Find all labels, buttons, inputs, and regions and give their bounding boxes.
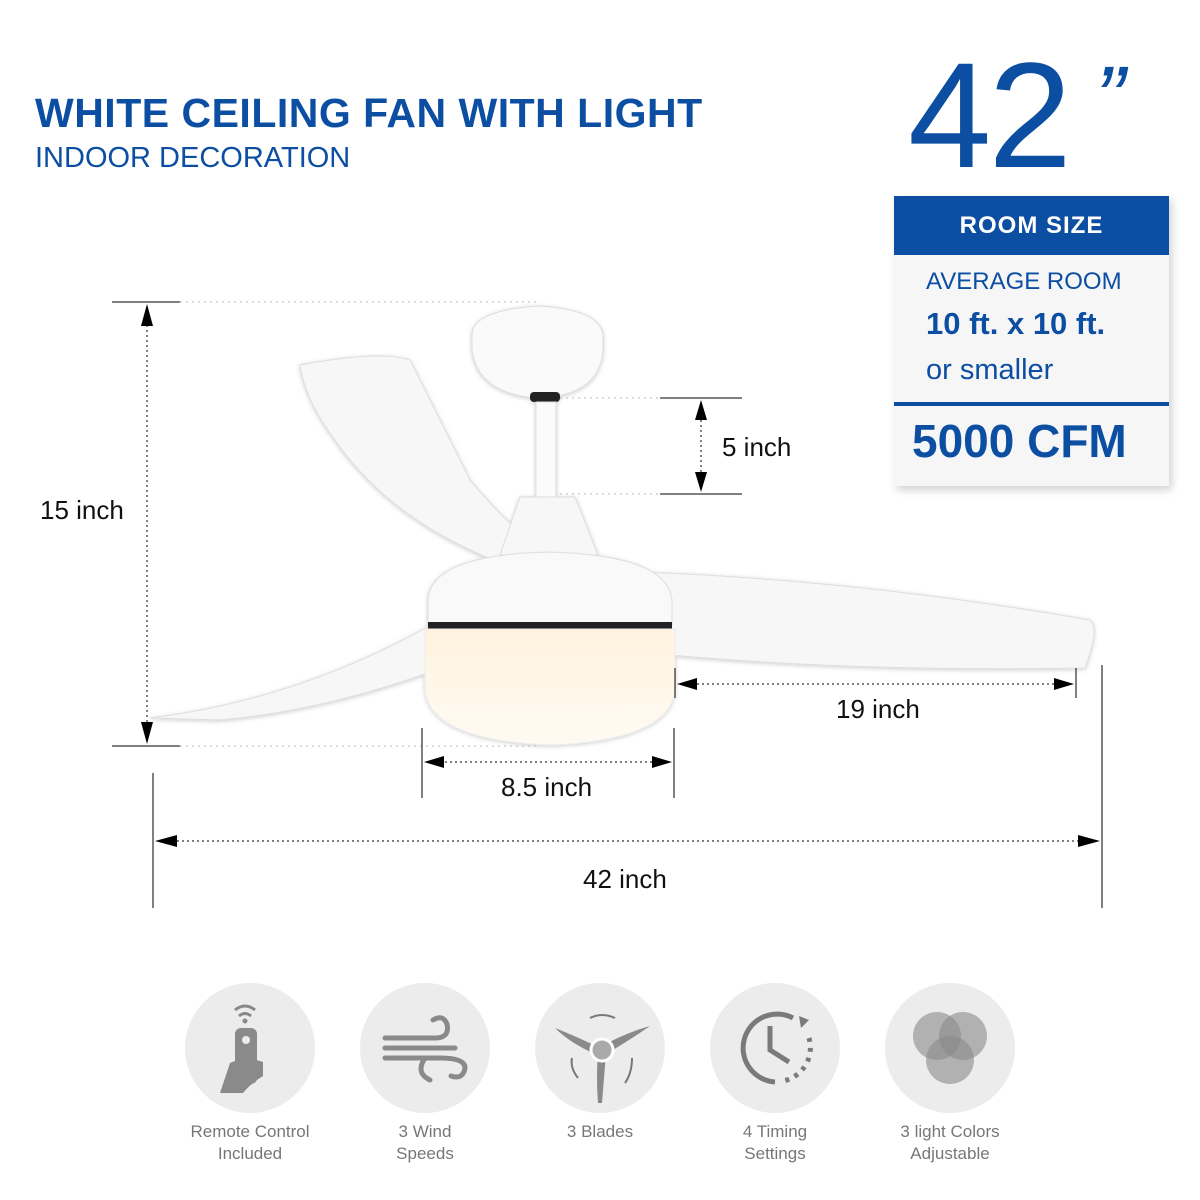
card-divider bbox=[894, 402, 1169, 406]
room-line-3: or smaller bbox=[926, 354, 1054, 386]
blade-length-label: 19 inch bbox=[836, 694, 920, 724]
room-size-heading: ROOM SIZE bbox=[894, 196, 1169, 255]
light-kit bbox=[424, 628, 676, 746]
height-label: 15 inch bbox=[40, 495, 124, 525]
feature-remote: Remote Control Included bbox=[185, 983, 315, 1165]
feature-wind: 3 Wind Speeds bbox=[360, 983, 490, 1165]
page-subtitle: INDOOR DECORATION bbox=[35, 142, 351, 174]
light-diameter-label: 8.5 inch bbox=[501, 772, 593, 802]
feature-label: Remote Control bbox=[190, 1122, 310, 1141]
remote-control-icon bbox=[220, 1004, 263, 1093]
page-title: WHITE CEILING FAN WITH LIGHT bbox=[35, 90, 703, 136]
feature-blades: 3 Blades bbox=[535, 983, 665, 1143]
fan-blade bbox=[639, 571, 1095, 670]
light-colors-icon bbox=[913, 1012, 987, 1084]
arrowhead bbox=[424, 756, 444, 768]
timer-icon bbox=[740, 1011, 813, 1085]
arrowhead bbox=[141, 304, 153, 326]
blades-icon bbox=[555, 1014, 650, 1103]
arrowhead bbox=[141, 722, 153, 744]
feature-label: Speeds bbox=[396, 1144, 454, 1163]
wind-icon bbox=[382, 1015, 468, 1083]
feature-timer: 4 Timing Settings bbox=[710, 983, 840, 1165]
inch-mark: ” bbox=[1095, 49, 1125, 149]
size-value: 42 bbox=[908, 31, 1072, 199]
span-label: 42 inch bbox=[583, 864, 667, 894]
fan-illustration bbox=[112, 301, 1103, 908]
arrowhead bbox=[695, 472, 707, 492]
feature-label: Adjustable bbox=[910, 1144, 990, 1163]
arrowhead bbox=[677, 678, 697, 690]
feature-label: 3 Blades bbox=[566, 1122, 634, 1141]
fan-blade bbox=[149, 619, 451, 721]
motor-housing bbox=[427, 551, 673, 626]
feature-label: 4 Timing bbox=[742, 1122, 808, 1141]
room-line-2: 10 ft. x 10 ft. bbox=[926, 306, 1106, 341]
downrod bbox=[535, 401, 557, 498]
feature-label: 3 light Colors bbox=[900, 1122, 1000, 1141]
room-line-1: AVERAGE ROOM bbox=[926, 268, 1122, 295]
feature-label: Settings bbox=[744, 1144, 806, 1163]
downrod-label: 5 inch bbox=[722, 432, 792, 462]
arrowhead bbox=[652, 756, 672, 768]
fan-canopy bbox=[471, 305, 604, 399]
arrowhead bbox=[695, 400, 707, 420]
airflow-value: 5000 CFM bbox=[912, 415, 1127, 467]
feature-label: Included bbox=[217, 1144, 283, 1163]
feature-label: 3 Wind bbox=[398, 1122, 452, 1141]
feature-light-colors: 3 light Colors Adjustable bbox=[885, 983, 1015, 1165]
arrowhead bbox=[155, 835, 177, 847]
room-size-card: ROOM SIZE AVERAGE ROOM 10 ft. x 10 ft. o… bbox=[894, 196, 1169, 486]
arrowhead bbox=[1054, 678, 1074, 690]
arrowhead bbox=[1078, 835, 1100, 847]
